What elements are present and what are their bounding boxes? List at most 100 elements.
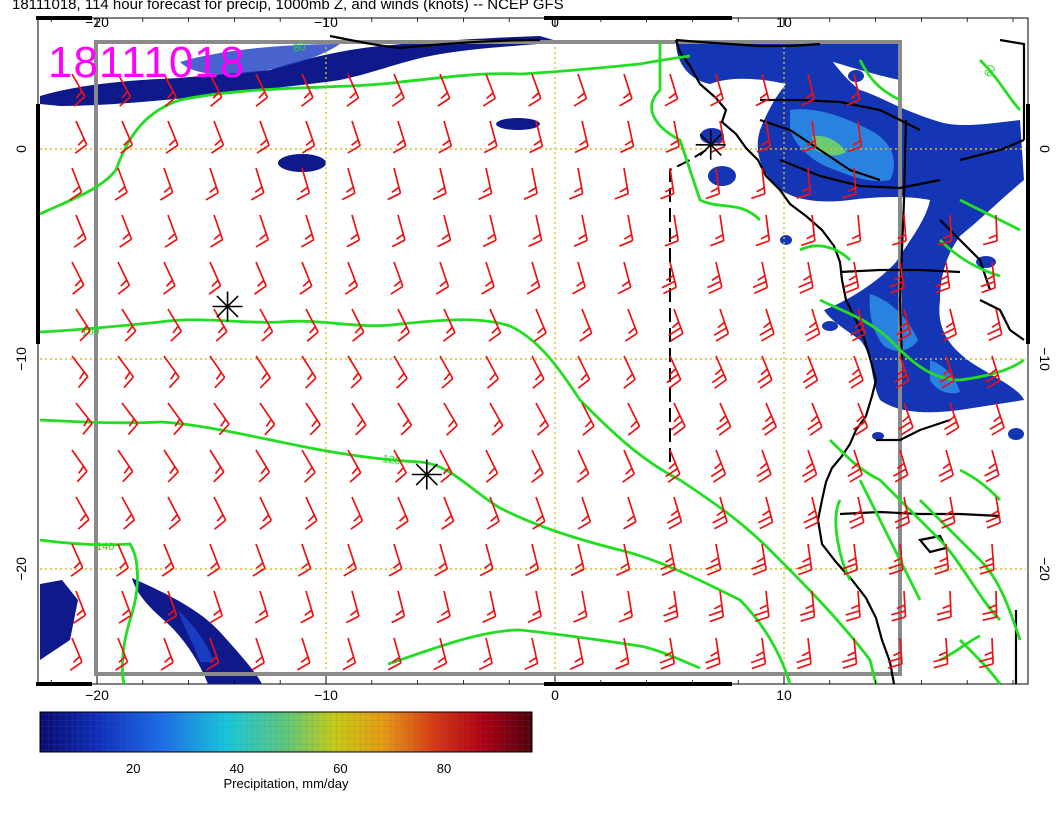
wind-barb xyxy=(618,590,634,623)
wind-barb xyxy=(393,449,408,483)
wind-barb xyxy=(707,261,723,295)
wind-barb xyxy=(576,449,590,483)
wind-barb xyxy=(213,496,227,530)
wind-barb xyxy=(259,496,273,530)
wind-barb xyxy=(619,73,633,107)
wind-barb xyxy=(121,496,136,530)
wind-barb xyxy=(163,73,177,107)
wind-barb xyxy=(256,120,270,154)
wind-barb xyxy=(842,543,859,576)
wind-barb xyxy=(117,355,135,389)
wind-barb xyxy=(346,214,361,248)
x-tick-bottom-0: −20 xyxy=(85,687,109,703)
wind-barb xyxy=(305,308,319,342)
wind-barb xyxy=(388,543,403,577)
wind-barb xyxy=(435,261,450,295)
wind-barb xyxy=(347,120,361,154)
wind-barb xyxy=(391,590,406,624)
wind-barb xyxy=(489,402,504,436)
wind-barb xyxy=(807,402,823,436)
wind-barb xyxy=(620,120,635,154)
wind-barb xyxy=(439,355,454,389)
wind-barb xyxy=(163,261,176,295)
wind-barb xyxy=(577,355,591,389)
wind-barb xyxy=(533,308,547,342)
wind-barb xyxy=(581,402,595,436)
wind-barb xyxy=(710,449,727,483)
wind-barb xyxy=(756,120,772,153)
precip-colorbar: 20 40 60 80 Precipitation, mm/day xyxy=(39,711,533,791)
wind-barb xyxy=(252,543,266,577)
figure-title: 18111018, 114 hour forecast for precip, … xyxy=(12,0,564,13)
wind-barb xyxy=(250,167,265,201)
wind-barb xyxy=(846,73,861,107)
wind-barb xyxy=(351,402,367,436)
wind-barb xyxy=(300,214,315,248)
contour-100-mid xyxy=(39,318,878,685)
wind-barb xyxy=(341,167,356,201)
wind-barb xyxy=(69,167,83,201)
wind-barb xyxy=(305,402,321,436)
wind-barb xyxy=(752,261,769,295)
wind-barb xyxy=(623,355,636,389)
contour-80 xyxy=(829,439,1001,621)
wind-barb xyxy=(254,590,269,624)
wind-barb xyxy=(296,637,311,671)
wind-barb xyxy=(208,261,222,295)
contour-label-60: 60 xyxy=(982,63,999,80)
wind-barb xyxy=(750,637,767,670)
wind-barb xyxy=(297,543,312,577)
wind-barb xyxy=(206,637,220,671)
wind-barb xyxy=(711,355,728,389)
wind-barb xyxy=(572,261,586,295)
wind-barb xyxy=(891,590,907,622)
wind-barb xyxy=(528,214,543,248)
wind-barb xyxy=(796,167,812,199)
wind-barb xyxy=(987,308,1003,342)
wind-barb xyxy=(935,261,951,294)
wind-barb xyxy=(432,167,447,201)
wind-barb xyxy=(251,637,266,671)
wind-barb xyxy=(799,590,816,622)
wind-barb xyxy=(395,496,409,530)
wind-barb xyxy=(114,167,128,201)
coastlines xyxy=(329,34,1026,685)
wind-barb xyxy=(481,261,495,295)
wind-barb xyxy=(296,167,311,201)
wind-barb xyxy=(164,214,178,248)
wind-barb xyxy=(209,214,224,248)
wind-barb xyxy=(163,449,179,483)
wind-barb xyxy=(392,120,407,154)
wind-barb xyxy=(483,120,498,154)
y-tick-left-2: −20 xyxy=(13,557,29,581)
wind-barb xyxy=(978,637,994,669)
wind-barb xyxy=(485,449,499,483)
wind-barb xyxy=(802,355,819,389)
wind-barb xyxy=(663,590,679,623)
wind-barb xyxy=(121,402,139,436)
wind-barb xyxy=(209,73,223,107)
wind-barb xyxy=(801,449,818,483)
wind-barb xyxy=(299,261,313,295)
wind-barb xyxy=(933,637,949,669)
wind-barb xyxy=(527,590,542,623)
wind-barb xyxy=(755,73,770,107)
wind-barb xyxy=(387,167,402,201)
wind-barb xyxy=(933,543,950,575)
wind-barb xyxy=(163,590,178,624)
wind-barb xyxy=(253,261,267,295)
wind-barb xyxy=(577,496,592,530)
wind-barb xyxy=(943,402,960,436)
wind-barb xyxy=(74,120,88,154)
wind-barb xyxy=(343,543,357,577)
wind-barb xyxy=(121,308,137,342)
colorbar-tick-0: 20 xyxy=(126,761,140,776)
wind-barb xyxy=(617,261,632,295)
wind-barb xyxy=(982,590,998,622)
wind-barb xyxy=(710,214,725,247)
wind-barb xyxy=(167,402,185,436)
wind-barb xyxy=(569,637,585,670)
wind-barb xyxy=(304,496,318,530)
wind-barb xyxy=(755,214,771,247)
wind-barb xyxy=(841,637,858,670)
